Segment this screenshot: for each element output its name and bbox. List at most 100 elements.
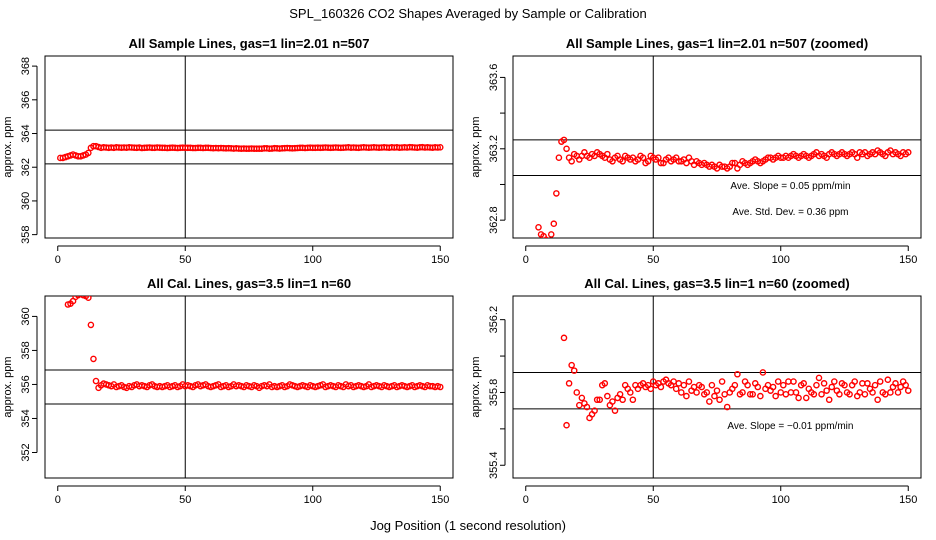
data-point — [904, 387, 912, 394]
data-point — [644, 157, 652, 165]
data-point — [87, 321, 95, 329]
data-point — [831, 378, 838, 385]
data-point — [861, 390, 869, 398]
plot-frame — [44, 295, 454, 479]
y-tick-label: 360 — [20, 192, 32, 210]
data-point — [871, 381, 879, 389]
data-point — [436, 144, 444, 151]
y-tick-label: 366 — [20, 91, 32, 109]
plot-frame — [512, 295, 922, 479]
x-tick-label: 50 — [179, 494, 191, 506]
data-point — [85, 149, 92, 157]
panel-title: All Sample Lines, gas=1 lin=2.01 n=507 (… — [566, 36, 868, 51]
y-tick-label: 358 — [20, 225, 32, 243]
data-point — [818, 390, 825, 398]
annotation: Ave. Slope = −0.01 ppm/min — [727, 421, 853, 432]
data-point — [553, 190, 560, 197]
data-point — [531, 253, 536, 258]
data-point — [744, 381, 751, 389]
data-point — [528, 262, 533, 267]
data-point — [780, 381, 787, 389]
data-point — [757, 392, 764, 400]
data-point — [560, 334, 568, 342]
data-point — [823, 387, 830, 394]
chart-panel-sample-lines-zoomed: All Sample Lines, gas=1 lin=2.01 n=507 (… — [470, 36, 922, 267]
data-point — [619, 157, 626, 165]
data-point — [639, 154, 647, 162]
data-point — [573, 389, 581, 396]
data-point — [685, 378, 693, 385]
data-point — [836, 390, 843, 398]
data-point — [851, 378, 859, 385]
data-point — [578, 394, 586, 402]
data-series — [560, 334, 912, 429]
y-tick-label: 352 — [20, 443, 32, 461]
data-point — [92, 377, 100, 385]
data-point — [565, 380, 573, 387]
figure-title: SPL_160326 CO2 Shapes Averaged by Sample… — [289, 6, 647, 21]
data-point — [769, 383, 777, 391]
data-series — [64, 296, 444, 392]
y-tick-label: 358 — [20, 341, 32, 359]
x-tick-label: 50 — [179, 254, 191, 266]
annotation: Ave. Std. Dev. = 0.36 ppm — [732, 207, 848, 218]
data-point — [739, 389, 746, 396]
data-point — [555, 154, 563, 162]
data-point — [680, 381, 688, 389]
data-point — [560, 136, 568, 144]
data-point — [703, 389, 711, 396]
x-tick-label: 0 — [523, 494, 529, 506]
data-point — [729, 159, 736, 167]
data-point — [718, 378, 726, 385]
data-point — [609, 398, 616, 405]
data-point — [616, 390, 624, 398]
data-point — [820, 380, 828, 387]
data-point — [604, 392, 611, 400]
data-point — [593, 396, 601, 404]
data-point — [792, 389, 800, 396]
data-point — [547, 231, 555, 238]
data-point — [774, 378, 782, 385]
data-point — [657, 159, 665, 167]
data-point — [716, 396, 723, 404]
x-tick-label: 50 — [647, 494, 659, 506]
data-point — [85, 296, 92, 302]
data-point — [884, 376, 892, 384]
data-point — [904, 149, 912, 156]
data-point — [713, 387, 721, 394]
plot-frame — [44, 55, 454, 239]
data-point — [672, 385, 680, 393]
data-point — [698, 383, 706, 391]
data-point — [629, 396, 637, 404]
data-series — [528, 136, 912, 267]
panel-title: All Sample Lines, gas=1 lin=2.01 n=507 — [129, 36, 370, 51]
y-tick-label: 362.8 — [488, 206, 500, 234]
y-tick-label: 362 — [20, 158, 32, 176]
data-point — [604, 150, 611, 158]
data-point — [887, 389, 894, 396]
data-point — [711, 392, 718, 400]
data-point — [825, 396, 833, 404]
y-tick-label: 363.2 — [488, 135, 500, 163]
data-point — [892, 380, 899, 387]
data-series — [57, 142, 444, 162]
x-tick-label: 0 — [55, 494, 61, 506]
data-point — [749, 390, 757, 398]
data-point — [655, 154, 662, 162]
data-point — [815, 374, 823, 382]
data-point — [568, 157, 575, 165]
x-tick-label: 100 — [304, 494, 322, 506]
data-point — [546, 253, 551, 258]
data-point — [533, 244, 538, 249]
figure-xlabel: Jog Position (1 second resolution) — [370, 518, 566, 533]
data-point — [563, 145, 570, 153]
data-point — [583, 403, 591, 411]
x-tick-label: 100 — [304, 254, 322, 266]
y-tick-label: 360 — [20, 307, 32, 325]
data-point — [601, 380, 609, 387]
x-tick-label: 150 — [899, 254, 917, 266]
data-point — [810, 390, 818, 398]
data-point — [678, 389, 685, 396]
x-tick-label: 0 — [523, 254, 529, 266]
